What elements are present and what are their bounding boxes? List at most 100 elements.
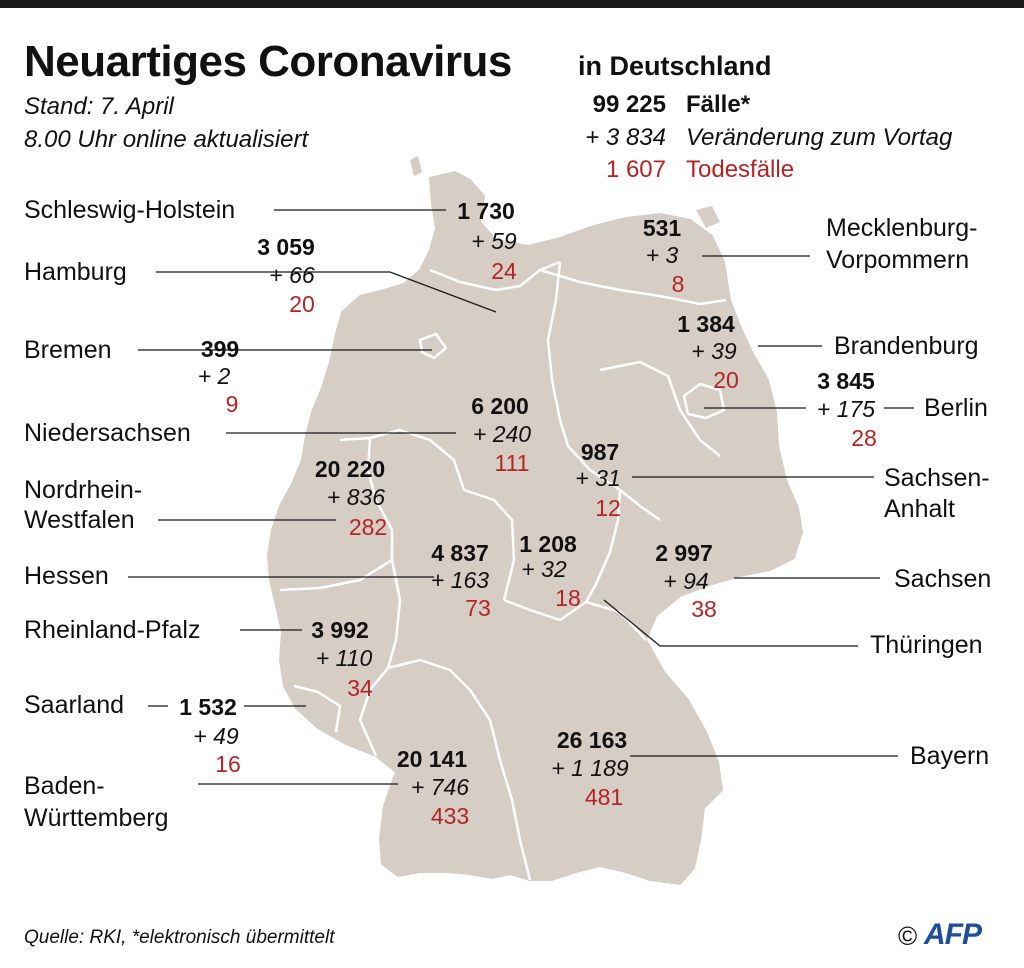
state-name-nordrhein-westfalen-line2: Westfalen xyxy=(24,506,135,534)
deaths-baden-wuerttemberg: 433 xyxy=(430,803,470,829)
state-name-rheinland-pfalz: Rheinland-Pfalz xyxy=(24,616,201,644)
cases-sachsen-anhalt: 987 xyxy=(580,439,620,465)
change-hessen: + 163 xyxy=(430,567,490,593)
deaths-brandenburg: 20 xyxy=(713,367,739,393)
change-schleswig-holstein: + 59 xyxy=(471,228,517,254)
page-subtitle: in Deutschland xyxy=(578,51,772,81)
top-bar xyxy=(0,0,1024,8)
border-he-rp xyxy=(386,559,402,669)
date-stand: Stand: 7. April xyxy=(24,93,174,120)
border-nrw-rp xyxy=(279,558,393,592)
state-name-mecklenburg-vorpommern-line2: Vorpommern xyxy=(826,246,970,274)
border-mv xyxy=(539,268,727,306)
state-name-niedersachsen: Niedersachsen xyxy=(24,419,191,447)
deaths-rheinland-pfalz: 34 xyxy=(347,675,373,701)
border-nrw-he xyxy=(366,437,394,560)
leader-hamburg xyxy=(156,271,497,313)
state-name-nordrhein-westfalen-line1: Nordrhein- xyxy=(24,476,143,504)
cases-hamburg: 3 059 xyxy=(257,234,315,260)
border-he-bw-by xyxy=(387,658,492,721)
state-name-saarland: Saarland xyxy=(24,691,125,719)
state-name-baden-wuerttemberg-line1: Baden- xyxy=(24,772,105,800)
state-name-hessen: Hessen xyxy=(24,562,109,590)
leader-lines xyxy=(128,209,914,785)
update-note: 8.00 Uhr online aktualisiert xyxy=(24,126,309,153)
border-ni-nrw xyxy=(339,428,466,491)
copyright-symbol: © xyxy=(898,921,918,951)
deaths-thueringen: 18 xyxy=(555,585,581,611)
change-bremen: + 2 xyxy=(197,363,231,389)
legend-cases-label: Fälle* xyxy=(686,91,751,118)
change-saarland: + 49 xyxy=(193,723,239,749)
change-hamburg: + 66 xyxy=(269,262,315,288)
cases-saarland: 1 532 xyxy=(179,694,237,720)
border-rp-bw xyxy=(358,667,389,757)
afp-logo: AFP xyxy=(924,918,982,951)
state-name-baden-wuerttemberg-line2: Württemberg xyxy=(24,804,169,832)
border-rp-sl xyxy=(293,684,342,733)
state-name-berlin: Berlin xyxy=(924,394,988,422)
total-cases: 99 225 xyxy=(592,91,666,118)
cases-thueringen: 1 208 xyxy=(519,531,577,557)
state-name-bremen: Bremen xyxy=(24,336,112,364)
cases-niedersachsen: 6 200 xyxy=(471,393,529,419)
page-title: Neuartiges Coronavirus xyxy=(24,37,512,86)
change-berlin: + 175 xyxy=(816,396,876,422)
deaths-berlin: 28 xyxy=(851,425,877,451)
deaths-sachsen: 38 xyxy=(691,596,717,622)
border-berlin xyxy=(682,382,726,420)
deaths-bremen: 9 xyxy=(225,391,239,417)
cases-mecklenburg-vorpommern: 531 xyxy=(642,215,682,241)
state-name-sachsen-anhalt-line1: Sachsen- xyxy=(884,464,990,492)
cases-baden-wuerttemberg: 20 141 xyxy=(396,746,468,772)
change-sachsen: + 94 xyxy=(663,568,709,594)
deaths-bayern: 481 xyxy=(584,784,624,810)
cases-nordrhein-westfalen: 20 220 xyxy=(314,456,386,482)
legend-change-label: Veränderung zum Vortag xyxy=(686,124,953,151)
state-name-schleswig-holstein: Schleswig-Holstein xyxy=(24,196,236,224)
cases-rheinland-pfalz: 3 992 xyxy=(311,617,369,643)
state-name-sachsen: Sachsen xyxy=(894,565,992,593)
change-baden-wuerttemberg: + 746 xyxy=(410,774,470,800)
legend-deaths-label: Todesfälle xyxy=(686,156,795,183)
island-east xyxy=(696,206,720,228)
state-name-mecklenburg-vorpommern-line1: Mecklenburg- xyxy=(826,214,978,242)
cases-bremen: 399 xyxy=(200,336,240,362)
border-st-bb xyxy=(599,360,721,457)
deaths-sachsen-anhalt: 12 xyxy=(595,495,621,521)
border-bw-by xyxy=(488,719,532,881)
cases-berlin: 3 845 xyxy=(817,368,875,394)
state-name-bayern: Bayern xyxy=(910,742,990,770)
state-name-brandenburg: Brandenburg xyxy=(834,332,979,360)
cases-sachsen: 2 997 xyxy=(655,540,713,566)
total-change: + 3 834 xyxy=(585,124,666,151)
change-nordrhein-westfalen: + 836 xyxy=(326,484,386,510)
change-niedersachsen: + 240 xyxy=(472,421,532,447)
change-bayern: + 1 189 xyxy=(551,755,629,781)
island-north xyxy=(410,156,422,176)
cases-schleswig-holstein: 1 730 xyxy=(457,198,515,224)
change-rheinland-pfalz: + 110 xyxy=(315,645,373,671)
deaths-niedersachsen: 111 xyxy=(494,450,530,476)
border-ni-st xyxy=(546,261,570,447)
total-deaths: 1 607 xyxy=(605,156,666,183)
change-sachsen-anhalt: + 31 xyxy=(575,465,621,491)
change-brandenburg: + 39 xyxy=(691,338,737,364)
border-th-sn xyxy=(584,489,622,603)
leader-thueringen xyxy=(603,599,858,647)
cases-hessen: 4 837 xyxy=(431,540,489,566)
border-he-th xyxy=(463,488,516,601)
deaths-hessen: 73 xyxy=(465,595,491,621)
change-mecklenburg-vorpommern: + 3 xyxy=(645,242,679,268)
state-name-sachsen-anhalt-line2: Anhalt xyxy=(884,495,955,523)
deaths-schleswig-holstein: 24 xyxy=(491,258,517,284)
state-name-thueringen: Thüringen xyxy=(870,631,983,659)
deaths-saarland: 16 xyxy=(215,751,241,777)
deaths-mecklenburg-vorpommern: 8 xyxy=(671,271,685,297)
source-note: Quelle: RKI, *elektronisch übermittelt xyxy=(24,927,335,948)
cases-bayern: 26 163 xyxy=(556,727,628,753)
deaths-nordrhein-westfalen: 282 xyxy=(348,514,388,540)
state-name-hamburg: Hamburg xyxy=(24,258,127,286)
change-thueringen: + 32 xyxy=(521,556,567,582)
